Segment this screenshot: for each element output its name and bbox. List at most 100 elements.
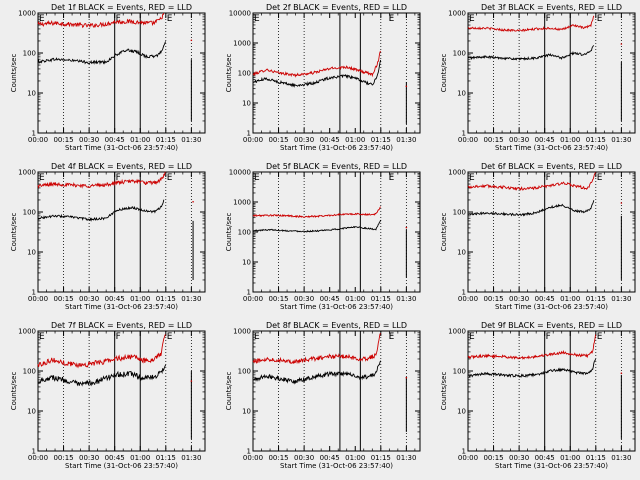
flag-label: F <box>546 14 551 24</box>
tail-lld-point <box>190 380 193 382</box>
events-series-line <box>37 199 165 222</box>
plot-frame <box>252 330 421 452</box>
x-tick-label: 00:15 <box>268 136 288 144</box>
x-axis-label: Start Time (31-Oct-06 23:57:40) <box>495 462 608 470</box>
x-tick-label: 01:15 <box>371 136 391 144</box>
y-axis-label: Counts/sec <box>10 372 18 411</box>
flag-label: F <box>116 332 121 342</box>
x-tick-label: 00:30 <box>509 295 529 303</box>
y-tick-label: 10000 <box>229 169 251 177</box>
tail-lld-point <box>405 85 408 88</box>
y-axis-label: Counts/sec <box>440 54 448 93</box>
events-series-line <box>252 360 382 385</box>
panel-title: Det 3f BLACK = Events, RED = LLD <box>481 3 622 12</box>
y-tick-label: 100 <box>23 50 36 58</box>
lld-series-line <box>467 15 595 33</box>
y-tick-label: 100 <box>238 368 251 376</box>
flag-label: E <box>167 14 173 24</box>
y-axis-label: Counts/sec <box>10 54 18 93</box>
x-tick-label: 00:00 <box>243 454 263 462</box>
x-tick-label: 00:15 <box>483 454 503 462</box>
x-tick-label: 00:45 <box>105 295 125 303</box>
x-tick-label: 01:30 <box>611 136 631 144</box>
x-tick-label: 01:00 <box>130 295 150 303</box>
y-tick-label: 100 <box>238 229 251 237</box>
x-tick-label: 01:15 <box>371 295 391 303</box>
x-tick-label: 00:45 <box>105 454 125 462</box>
tail-lld-point <box>620 202 623 204</box>
flag-label: E <box>39 173 45 183</box>
x-tick-label: 00:30 <box>509 136 529 144</box>
y-tick-label: 1 <box>32 448 36 456</box>
x-tick-label: 01:00 <box>130 136 150 144</box>
y-axis-label: Counts/sec <box>225 54 233 93</box>
tail-lld-point <box>405 376 408 379</box>
lld-series-line <box>467 334 597 360</box>
y-tick-label: 10 <box>27 90 36 98</box>
flag-label: E <box>254 173 260 183</box>
x-tick-label: 01:00 <box>560 454 580 462</box>
x-axis-label: Start Time (31-Oct-06 23:57:40) <box>280 144 393 152</box>
panel-det-4: Det 4f BLACK = Events, RED = LLD E F E 1 10 10… <box>10 162 206 311</box>
x-tick-label: 00:30 <box>294 454 314 462</box>
x-tick-label: 01:00 <box>345 454 365 462</box>
x-axis-label: Start Time (31-Oct-06 23:57:40) <box>280 462 393 470</box>
plot-frame <box>252 171 421 293</box>
y-tick-label: 1 <box>247 289 251 297</box>
x-tick-label: 01:15 <box>586 454 606 462</box>
x-tick-label: 00:00 <box>243 295 263 303</box>
lld-series-line <box>37 334 166 369</box>
x-tick-label: 00:45 <box>320 454 340 462</box>
x-tick-label: 00:30 <box>509 454 529 462</box>
x-axis-label: Start Time (31-Oct-06 23:57:40) <box>495 303 608 311</box>
y-tick-label: 1 <box>462 448 466 456</box>
flag-label: E <box>389 14 395 24</box>
lld-series-line <box>467 172 596 191</box>
y-tick-label: 1000 <box>233 328 251 336</box>
x-tick-label: 00:15 <box>268 295 288 303</box>
y-tick-label: 1 <box>247 130 251 138</box>
y-tick-label: 1000 <box>448 169 466 177</box>
x-tick-label: 00:00 <box>243 136 263 144</box>
x-tick-label: 01:30 <box>181 136 201 144</box>
x-tick-label: 01:15 <box>371 454 391 462</box>
events-series-line <box>252 59 382 88</box>
plot-frame <box>467 171 636 293</box>
x-tick-label: 01:30 <box>396 454 416 462</box>
panel-title: Det 2f BLACK = Events, RED = LLD <box>266 3 407 12</box>
x-tick-label: 00:30 <box>79 136 99 144</box>
x-tick-label: 00:00 <box>28 136 48 144</box>
x-tick-label: 00:45 <box>320 136 340 144</box>
y-tick-label: 1 <box>247 448 251 456</box>
flag-label: F <box>116 173 121 183</box>
panel-det-9: Det 9f BLACK = Events, RED = LLD E F E 1 10 10… <box>440 321 636 470</box>
y-tick-label: 10 <box>457 249 466 257</box>
lld-series-line <box>252 206 381 219</box>
lld-series-line <box>37 12 165 29</box>
x-tick-label: 01:30 <box>396 295 416 303</box>
x-tick-label: 01:00 <box>560 136 580 144</box>
x-axis-label: Start Time (31-Oct-06 23:57:40) <box>65 144 178 152</box>
panel-title: Det 8f BLACK = Events, RED = LLD <box>266 321 407 330</box>
x-tick-label: 01:15 <box>156 454 176 462</box>
y-tick-label: 10 <box>242 100 251 108</box>
y-tick-label: 1 <box>462 130 466 138</box>
flag-label: F <box>389 332 394 342</box>
x-tick-label: 00:00 <box>458 454 478 462</box>
flag-label: F <box>389 173 394 183</box>
x-axis-label: Start Time (31-Oct-06 23:57:40) <box>495 144 608 152</box>
x-tick-label: 00:00 <box>28 295 48 303</box>
x-axis-label: Start Time (31-Oct-06 23:57:40) <box>65 462 178 470</box>
tail-lld-point <box>405 226 408 229</box>
flag-label: E <box>389 173 395 183</box>
events-series-line <box>37 41 167 65</box>
x-tick-label: 00:30 <box>294 136 314 144</box>
events-series-line <box>467 358 597 378</box>
x-tick-label: 00:30 <box>79 295 99 303</box>
y-tick-label: 10 <box>457 408 466 416</box>
flag-label: E <box>389 332 395 342</box>
x-tick-label: 00:15 <box>53 295 73 303</box>
flag-label: E <box>39 14 45 24</box>
